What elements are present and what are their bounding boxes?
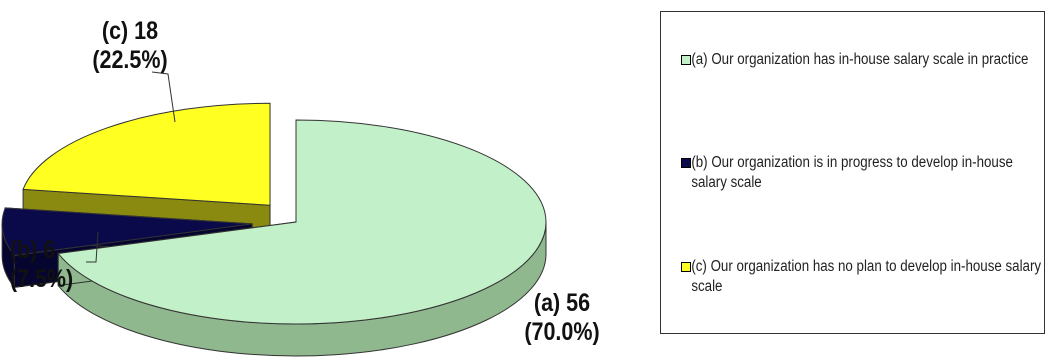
legend-label-c: (c) Our organization has no plan to deve… <box>691 258 1042 295</box>
data-label-c-percent: (22.5%) <box>92 46 168 74</box>
legend-item-b: (b) Our organization is in progress to d… <box>681 153 1043 193</box>
data-label-a-value: (a) 56 <box>533 289 591 317</box>
pie-chart: (c) 18 (22.5%) (b) 6 (7.5%) (a) 56 (70.0… <box>1 17 613 357</box>
legend-item-c: (c) Our organization has no plan to deve… <box>681 257 1043 297</box>
legend: (a) Our organization has in-house salary… <box>660 11 1045 334</box>
leader-line-c <box>151 71 176 123</box>
data-label-a-percent: (70.0%) <box>524 318 600 346</box>
data-label-b-percent: (7.5%) <box>9 265 74 293</box>
data-label-b-value: (b) 6 <box>9 236 56 264</box>
data-label-c: (c) 18 (22.5%) <box>78 17 181 75</box>
pie-slice-c-top <box>22 102 271 206</box>
legend-label-a: (a) Our organization has in-house salary… <box>691 51 1029 68</box>
legend-label-b: (b) Our organization is in progress to d… <box>691 154 1013 191</box>
data-label-c-value: (c) 18 <box>101 17 159 45</box>
pie-chart-svg <box>1 71 547 357</box>
pie-slice-a <box>57 119 547 357</box>
legend-swatch-c <box>681 262 691 272</box>
legend-swatch-a <box>681 55 691 65</box>
data-label-a: (a) 56 (70.0%) <box>510 289 613 347</box>
pie-slice-a-top <box>57 119 547 325</box>
data-label-b: (b) 6 (7.5%) <box>10 236 82 294</box>
legend-item-a: (a) Our organization has in-house salary… <box>681 50 1043 70</box>
legend-swatch-b <box>681 158 691 168</box>
pie-slice-b-top <box>1 207 253 256</box>
leader-line-b <box>86 231 99 263</box>
